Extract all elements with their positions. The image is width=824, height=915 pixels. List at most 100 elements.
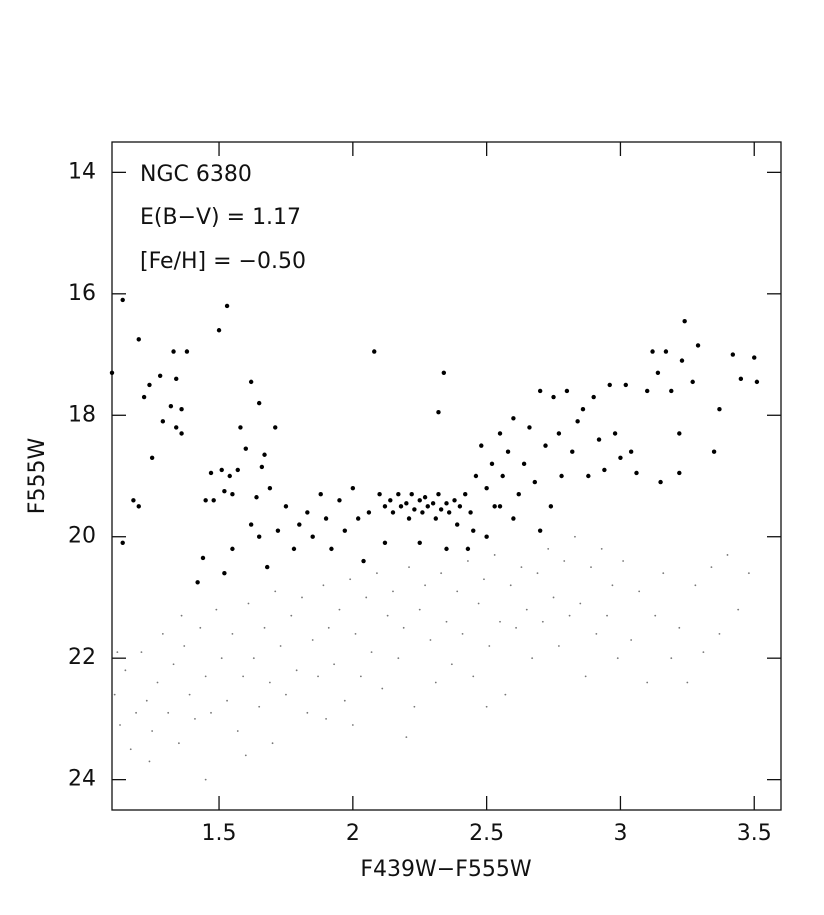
point [752,355,757,360]
point [224,303,230,309]
point [222,488,227,494]
point [179,431,184,436]
point [418,608,421,611]
point [120,540,125,545]
point [634,470,639,476]
point [349,578,352,581]
point [273,425,278,430]
point [267,485,273,491]
point [325,718,327,720]
point [174,425,179,430]
point [178,742,180,745]
point [492,504,497,509]
point [129,748,132,751]
x-tick-label: 3.5 [737,821,772,846]
point [590,566,592,568]
point [230,546,235,552]
y-tick-label: 14 [68,159,96,184]
point [408,566,410,568]
point [404,501,409,506]
point [354,632,357,635]
point [215,608,218,611]
point [456,590,459,593]
annotation: [Fe/H] = −0.50 [140,249,306,274]
point [409,492,414,497]
point [179,407,184,412]
point [297,522,302,527]
point [579,602,582,605]
point [630,639,633,641]
point [382,540,388,545]
point [515,626,517,629]
point [511,416,516,421]
point [148,760,151,763]
point [372,349,377,354]
point [516,492,521,497]
point [109,370,115,375]
point [350,485,356,491]
point [382,504,388,509]
point [252,657,255,660]
x-axis-label: F439W−F555W [360,857,531,882]
point [279,645,282,647]
annotation: NGC 6380 [140,162,252,187]
point [628,449,634,454]
point [262,452,267,457]
point [662,572,665,575]
point [119,724,121,726]
y-tick-label: 18 [68,402,96,427]
point [710,566,713,568]
point [702,651,705,654]
point [381,687,384,690]
point [717,407,722,412]
point [397,657,400,660]
point [377,492,382,497]
point [537,388,543,394]
point [243,446,248,451]
point [679,358,685,363]
point [596,437,602,442]
point [527,425,532,430]
point [199,626,202,629]
point [568,614,571,617]
point [461,632,464,635]
y-tick-label: 16 [68,281,96,306]
point [557,645,560,647]
point [430,501,436,506]
point [726,554,729,556]
y-tick-label: 22 [68,645,96,670]
point [222,570,227,576]
point [525,608,528,611]
point [417,498,422,503]
point [365,596,368,599]
point [669,388,674,394]
point [244,754,247,757]
point [445,620,448,623]
point [230,492,235,497]
point [658,479,663,485]
x-tick-label: 3 [613,821,627,846]
point [283,504,289,509]
point [737,608,740,611]
point [147,382,152,388]
point [505,449,511,454]
point [485,705,488,708]
point [444,501,449,506]
point [275,528,281,533]
point [422,495,428,500]
point [116,651,119,654]
point [161,632,164,635]
point [327,626,330,629]
point [291,546,297,552]
point [455,522,460,527]
point [655,370,661,375]
point [208,470,214,476]
point [463,492,468,497]
point [200,555,206,561]
point [406,516,412,521]
point [616,657,619,660]
point [392,590,394,593]
point [174,376,179,382]
point [248,522,254,527]
x-tick-label: 2 [346,821,360,846]
